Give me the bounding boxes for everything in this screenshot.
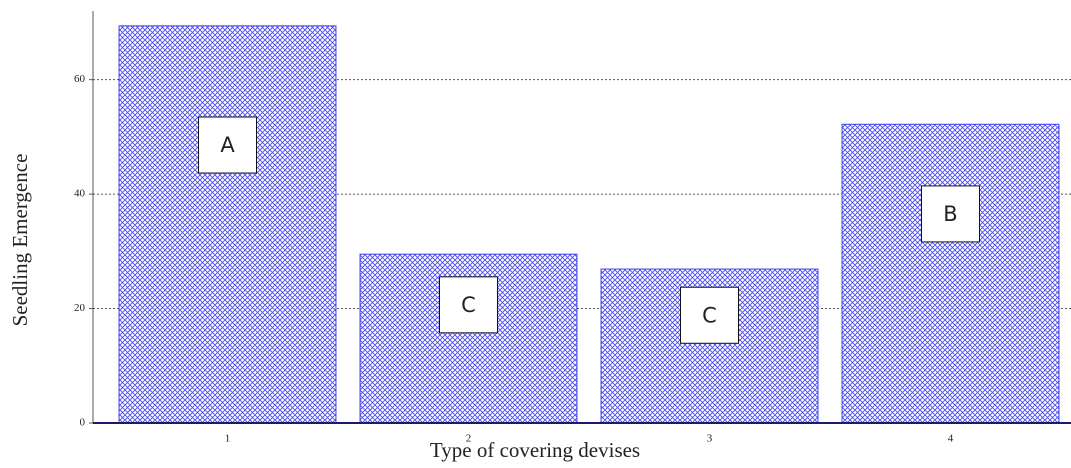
bar [359,253,578,424]
annotation-box [198,116,257,174]
bar [841,123,1060,424]
annotation: A [220,133,235,157]
annotation-box [439,276,498,334]
y-tick-label: 40 [74,188,86,200]
x-axis-title: Type of covering devises [430,438,640,462]
bar [118,25,337,424]
y-tick-label: 20 [74,302,86,314]
annotation: C [461,293,476,317]
x-tick-label: 2 [466,433,472,445]
x-tick-label: 4 [948,433,954,445]
x-tick-label: 1 [225,433,231,445]
y-tick-label: 0 [80,417,86,429]
annotation: C [702,303,717,327]
annotation-box [921,185,980,243]
y-axis-title: Seedling Emergence [8,154,32,327]
y-tick-label: 60 [74,73,86,85]
x-tick-label: 3 [707,433,713,445]
annotation-box [680,286,739,344]
annotation: B [943,202,957,226]
